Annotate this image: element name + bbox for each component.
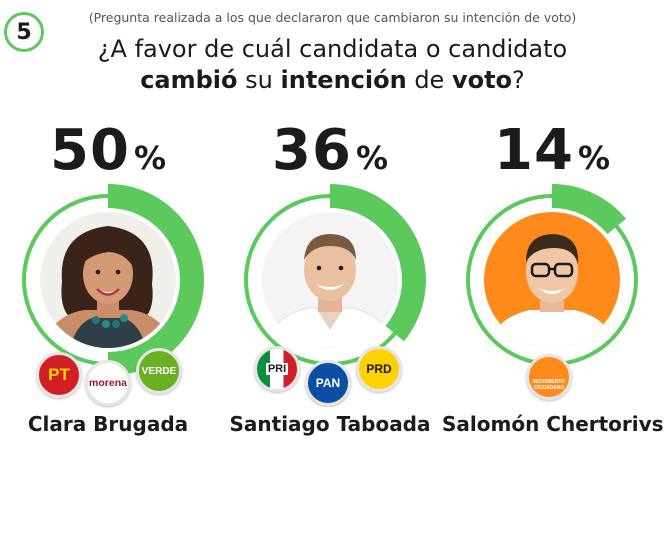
verde-logo-icon: VERDE [136, 348, 182, 394]
ring-value-arc [552, 184, 626, 235]
morena-logo-icon: morena [85, 360, 131, 406]
percent-value: 14 [494, 118, 574, 183]
percent-label: 14% [452, 118, 652, 183]
candidate-name: Salomón Chertorivski [442, 412, 665, 436]
pt-logo-icon: PT [36, 352, 82, 398]
percent-sign: % [577, 139, 610, 177]
percent-label: 36% [230, 118, 430, 183]
ring-value-arc [108, 184, 204, 376]
candidate-photo [40, 212, 176, 348]
title-question-mark: ? [512, 66, 525, 94]
party-logos: PRI PAN PRD [230, 346, 430, 406]
candidate-photo [484, 212, 620, 348]
title-word-intencion: intención [280, 66, 407, 94]
percent-label: 50% [8, 118, 208, 183]
title-word-cambio: cambió [140, 66, 238, 94]
question-number-badge: 5 [4, 12, 44, 52]
percent-value: 50 [50, 118, 130, 183]
man-with-glasses-portrait-icon [484, 212, 620, 348]
title-word-voto: voto [451, 66, 513, 94]
candidate-name: Clara Brugada [27, 412, 189, 436]
man-portrait-icon [262, 212, 398, 348]
question-subtitle: (Pregunta realizada a los que declararon… [88, 10, 577, 25]
question-title: ¿A favor de cuál candidata o candidato c… [0, 34, 665, 96]
percent-value: 36 [272, 118, 352, 183]
percent-sign: % [355, 139, 388, 177]
title-word-su: su [237, 66, 281, 94]
pan-logo-icon: PAN [305, 360, 351, 406]
ring-value-arc [330, 184, 426, 342]
question-number: 5 [16, 19, 32, 45]
party-logos: MOVIMIENTO CIUDADANO [452, 346, 652, 406]
pri-logo-icon: PRI [254, 346, 300, 392]
percent-sign: % [133, 139, 166, 177]
prd-logo-icon: PRD [356, 346, 402, 392]
title-word-de: de [406, 66, 452, 94]
candidate-photo [262, 212, 398, 348]
woman-portrait-icon [40, 212, 176, 348]
candidate-name: Santiago Taboada [229, 412, 431, 436]
mc-logo-icon: MOVIMIENTO CIUDADANO [526, 354, 572, 400]
party-logos: PT morena VERDE [8, 346, 208, 406]
title-line-1: ¿A favor de cuál candidata o candidato [97, 35, 568, 63]
